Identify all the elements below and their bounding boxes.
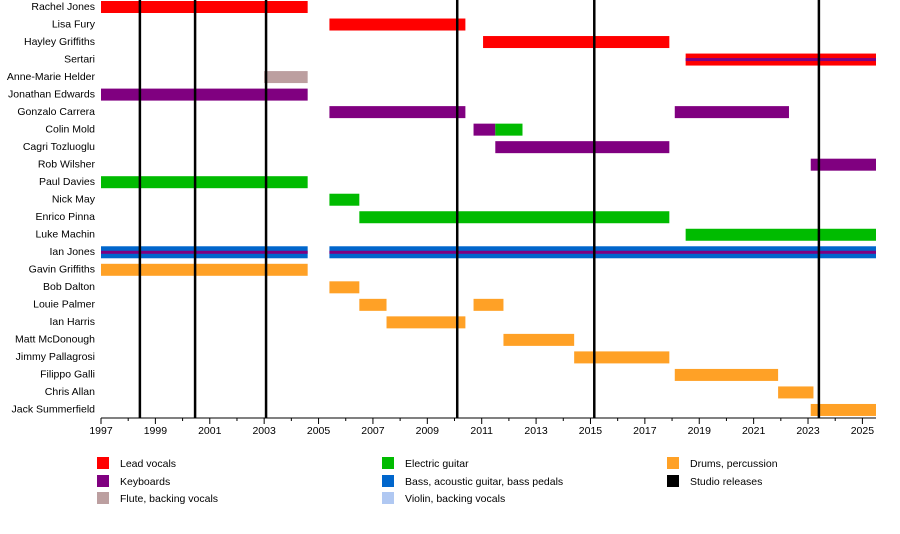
member-name: Anne-Marie Helder [7,71,96,83]
tenure-bar [473,298,504,311]
x-tick-label: 1999 [144,425,168,437]
tenure-stripe [101,250,308,254]
tenure-bar [810,403,876,416]
legend-label: Violin, backing vocals [405,493,505,505]
tenure-bar [101,88,308,101]
member-name: Jonathan Edwards [8,88,95,100]
legend-label: Drums, percussion [690,458,778,470]
x-tick-label: 2013 [524,425,548,437]
x-tick-label: 2003 [252,425,276,437]
tenure-bar [101,1,308,13]
x-tick-label: 1997 [89,425,113,437]
tenure-bar [329,106,466,119]
tenure-bar [264,71,308,84]
tenure-bar [674,106,789,119]
legend-label: Lead vocals [120,458,176,470]
x-tick-label: 2011 [470,425,493,437]
tenure-bar [495,123,523,136]
member-name: Sertari [64,53,95,65]
member-name: Enrico Pinna [35,211,95,223]
member-name: Ian Jones [49,246,95,258]
tenure-bar [674,368,779,381]
tenure-bar [329,281,360,294]
member-name: Colin Mold [45,123,95,135]
tenure-bar [495,141,670,154]
member-name: Luke Machin [35,229,95,241]
member-name: Nick May [52,194,96,206]
member-name: Rob Wilsher [38,158,96,170]
tenure-bar [359,211,670,224]
x-tick-label: 2021 [742,425,766,437]
tenure-bar [329,193,360,206]
member-name: Matt McDonough [15,334,95,346]
tenure-bar [101,263,308,276]
tenure-bar [778,386,814,399]
tenure-bar [574,351,670,364]
member-name: Ian Harris [49,316,95,328]
legend-swatch [667,475,679,487]
tenure-bar [810,158,876,171]
tenure-stripe [329,250,877,254]
x-tick-label: 2015 [579,425,603,437]
member-name: Jimmy Pallagrosi [16,351,95,363]
tenure-bar [359,298,387,311]
x-tick-label: 2009 [416,425,440,437]
x-tick-label: 2025 [851,425,875,437]
member-name: Gavin Griffiths [29,264,95,276]
member-name: Filippo Galli [40,369,95,381]
x-tick-label: 2001 [198,425,222,437]
legend-swatch [382,492,394,504]
tenure-bar [329,18,466,31]
member-name: Bob Dalton [43,281,95,293]
x-tick-label: 2019 [688,425,712,437]
legend-label: Keyboards [120,476,170,488]
legend-swatch [97,492,109,504]
tenure-stripe [685,58,876,62]
member-name: Lisa Fury [52,18,96,30]
member-name: Paul Davies [39,176,95,188]
member-name: Louie Palmer [33,299,95,311]
x-tick-label: 2023 [796,425,820,437]
x-tick-label: 2005 [307,425,331,437]
tenure-bar [483,36,670,49]
legend-label: Flute, backing vocals [120,493,218,505]
member-name: Hayley Griffiths [24,36,95,48]
x-tick-label: 2007 [361,425,385,437]
member-name: Jack Summerfield [12,404,96,416]
tenure-bar [503,333,575,346]
member-name: Chris Allan [45,386,95,398]
legend-swatch [382,457,394,469]
legend-label: Bass, acoustic guitar, bass pedals [405,476,563,488]
legend-label: Studio releases [690,476,762,488]
x-tick-label: 2017 [633,425,657,437]
member-name: Rachel Jones [31,1,95,13]
member-name: Gonzalo Carrera [17,106,95,118]
tenure-bar [101,176,308,189]
tenure-bar [473,123,496,136]
legend-swatch [382,475,394,487]
tenure-bar [386,316,466,329]
legend-swatch [667,457,679,469]
tenure-bar [685,228,876,241]
legend-swatch [97,457,109,469]
member-name: Cagri Tozluoglu [23,141,95,153]
legend-swatch [97,475,109,487]
legend-label: Electric guitar [405,458,469,470]
